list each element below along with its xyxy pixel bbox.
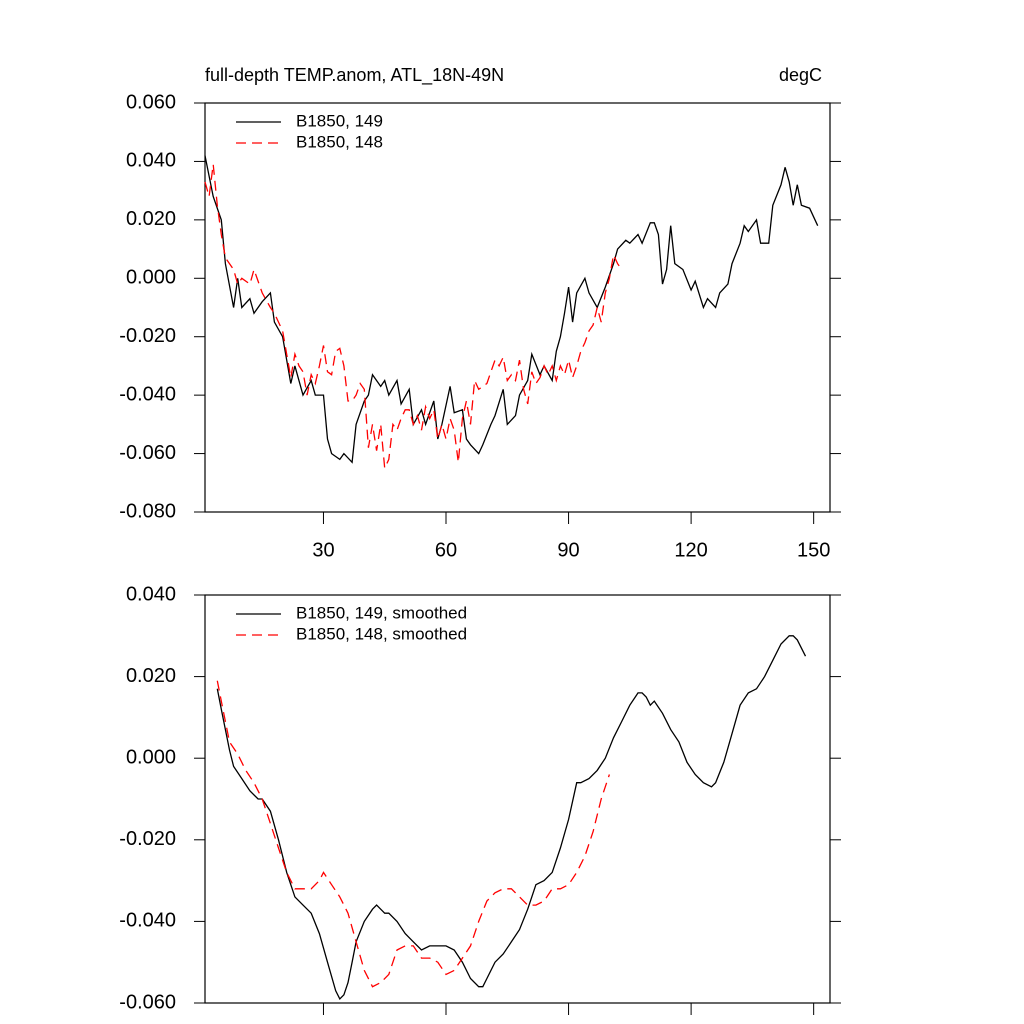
legend-label: B1850, 149, smoothed bbox=[296, 603, 467, 622]
y-tick-label: -0.060 bbox=[119, 442, 176, 464]
y-tick-label: -0.020 bbox=[119, 828, 176, 850]
x-tick-label: 60 bbox=[435, 539, 457, 561]
y-tick-label: -0.040 bbox=[119, 910, 176, 932]
y-tick-label: -0.080 bbox=[119, 500, 176, 522]
y-tick-label: 0.020 bbox=[126, 208, 176, 230]
units-label: degC bbox=[779, 65, 822, 85]
plot-frame bbox=[204, 594, 831, 1004]
series-line bbox=[216, 680, 611, 988]
chart-title: full-depth TEMP.anom, ATL_18N-49N bbox=[205, 65, 504, 86]
x-tick-label: 90 bbox=[557, 539, 579, 561]
x-tick-label: 120 bbox=[674, 539, 707, 561]
legend-label: B1850, 149 bbox=[296, 111, 383, 130]
y-tick-label: 0.020 bbox=[126, 665, 176, 687]
y-tick-label: 0.000 bbox=[126, 267, 176, 289]
y-tick-label: -0.060 bbox=[119, 991, 176, 1013]
y-tick-label: 0.000 bbox=[126, 746, 176, 768]
series-line bbox=[204, 155, 819, 464]
x-tick-label: 150 bbox=[797, 539, 830, 561]
y-tick-label: -0.020 bbox=[119, 325, 176, 347]
y-tick-label: 0.040 bbox=[126, 583, 176, 605]
y-tick-label: 0.060 bbox=[126, 91, 176, 113]
y-tick-label: -0.040 bbox=[119, 383, 176, 405]
series-line bbox=[204, 164, 623, 471]
plot-frame bbox=[204, 102, 831, 513]
y-tick-label: 0.040 bbox=[126, 150, 176, 172]
legend-label: B1850, 148, smoothed bbox=[296, 624, 467, 643]
x-tick-label: 30 bbox=[312, 539, 334, 561]
series-line bbox=[216, 635, 807, 1000]
legend-label: B1850, 148 bbox=[296, 132, 383, 151]
